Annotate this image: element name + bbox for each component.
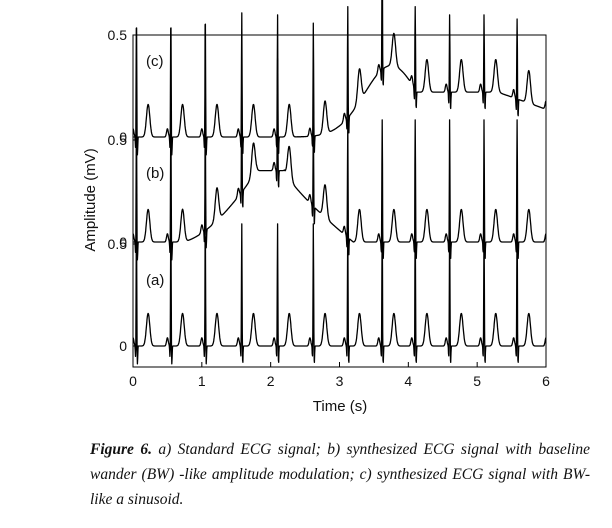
x-axis-title: Time (s)	[313, 398, 367, 415]
y-tick-label: 0	[119, 338, 127, 354]
x-tick-label: 5	[473, 373, 481, 389]
ecg-series-c	[132, 0, 547, 156]
caption-text: a) Standard ECG signal; b) synthesized E…	[90, 441, 590, 508]
y-tick-label: 0.5	[108, 236, 128, 252]
x-tick-label: 0	[129, 373, 137, 389]
ecg-traces	[132, 0, 547, 365]
y-tick-label: 0.5	[108, 132, 128, 148]
x-tick-label: 1	[198, 373, 206, 389]
figure-caption: Figure 6. a) Standard ECG signal; b) syn…	[90, 437, 590, 512]
panel-label: (b)	[146, 165, 164, 182]
ecg-series-b	[132, 58, 547, 261]
x-tick-label: 4	[404, 373, 412, 389]
x-tick-label: 6	[542, 373, 550, 389]
x-tick-label: 3	[336, 373, 344, 389]
y-axis-title: Amplitude (mV)	[82, 148, 99, 251]
x-tick-label: 2	[267, 373, 275, 389]
ecg-series-a	[132, 223, 547, 365]
caption-label: Figure 6.	[90, 441, 152, 458]
x-axis-ticks: 0 1 2 3 4 5 6	[129, 362, 550, 389]
panel-label: (c)	[146, 53, 164, 70]
y-tick-label: 0.5	[108, 27, 128, 43]
y-tick-label: 0	[119, 129, 127, 145]
panel-label: (a)	[146, 272, 164, 289]
panel-labels: (c) (b) (a)	[146, 53, 164, 289]
y-tick-label: 0	[119, 234, 127, 250]
